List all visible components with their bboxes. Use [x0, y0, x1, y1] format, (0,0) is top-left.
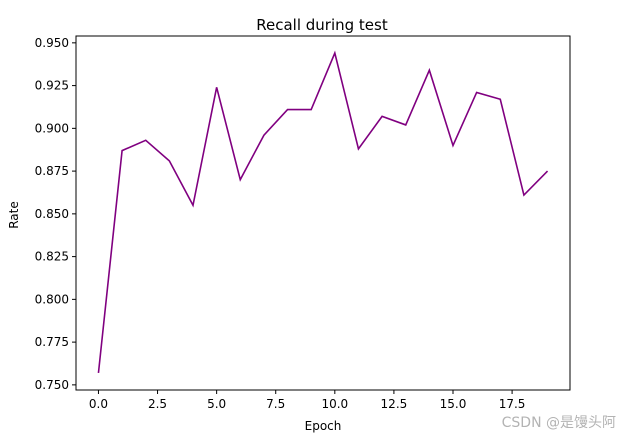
y-tick-label: 0.875 [35, 164, 69, 178]
y-tick-label: 0.825 [35, 250, 69, 264]
x-axis: 0.0 2.5 5.0 7.5 10.0 12.5 15.0 17.5 [89, 390, 526, 411]
y-axis: 0.750 0.775 0.800 0.825 0.850 0.875 0.900 0.925… [35, 36, 76, 392]
x-tick-label: 15.0 [440, 397, 467, 411]
y-axis-label: Rate [7, 201, 21, 229]
x-tick-label: 10.0 [321, 397, 348, 411]
y-tick-label: 0.900 [35, 121, 69, 135]
plot-frame [75, 35, 571, 391]
series-line [97, 50, 549, 373]
y-tick-label: 0.850 [35, 207, 69, 221]
x-tick-label: 0.0 [89, 397, 108, 411]
x-axis-label: Epoch [305, 419, 342, 433]
x-tick-label: 17.5 [499, 397, 526, 411]
y-tick-label: 0.800 [35, 292, 69, 306]
x-tick-label: 2.5 [148, 397, 167, 411]
y-tick-label: 0.950 [35, 36, 69, 50]
x-tick-label: 7.5 [266, 397, 285, 411]
chart-title: Recall during test [256, 16, 388, 34]
x-tick-label: 12.5 [381, 397, 408, 411]
x-tick-label: 5.0 [207, 397, 226, 411]
y-tick-label: 0.925 [35, 79, 69, 93]
y-tick-label: 0.775 [35, 335, 69, 349]
y-tick-label: 0.750 [35, 378, 69, 392]
watermark: CSDN @是馒头阿 [501, 415, 616, 431]
